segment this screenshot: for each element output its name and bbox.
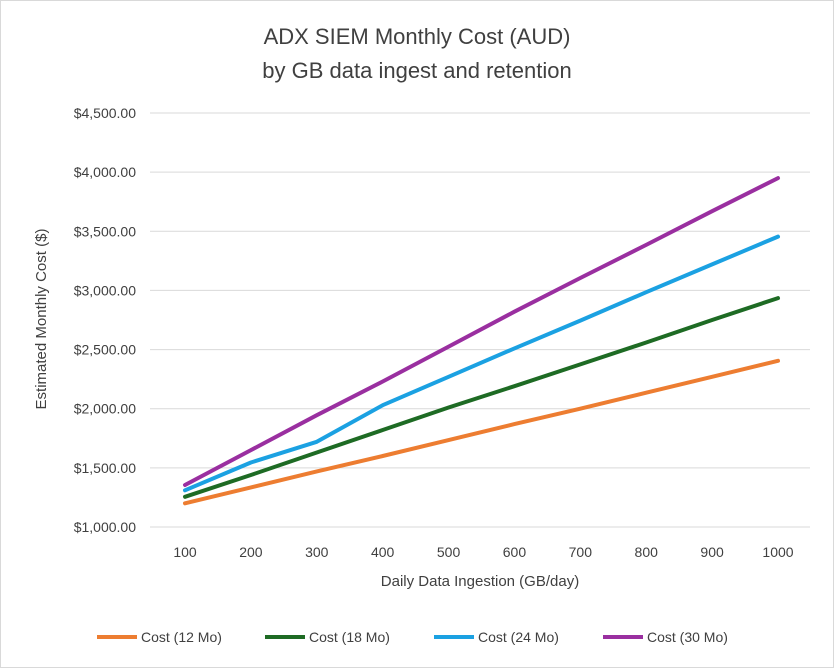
legend: Cost (12 Mo) Cost (18 Mo) Cost (24 Mo) Cost…: [97, 629, 728, 645]
legend-label: Cost (18 Mo): [309, 629, 390, 645]
y-axis-label: Estimated Monthly Cost ($): [33, 229, 50, 410]
legend-label: Cost (24 Mo): [478, 629, 559, 645]
x-tick-label: 700: [569, 544, 593, 560]
x-tick-label: 1000: [762, 544, 793, 560]
x-axis-label: Daily Data Ingestion (GB/day): [381, 573, 579, 590]
x-tick-label: 900: [700, 544, 724, 560]
series-line: [183, 358, 780, 506]
x-tick-label: 500: [437, 544, 461, 560]
chart-subtitle: by GB data ingest and retention: [262, 58, 571, 83]
x-tick-label: 300: [305, 544, 329, 560]
x-tick-label: 600: [503, 544, 527, 560]
chart-title: ADX SIEM Monthly Cost (AUD): [264, 24, 571, 49]
y-tick-label: $1,500.00: [74, 460, 136, 476]
series-line: [183, 176, 780, 487]
x-tick-label: 200: [239, 544, 263, 560]
y-tick-label: $2,500.00: [74, 342, 136, 358]
series-line: [183, 234, 780, 493]
x-axis-ticks: 100 200 300 400 500 600 700 800 900 1000: [173, 544, 793, 560]
y-axis-ticks: $1,000.00 $1,500.00 $2,000.00 $2,500.00 $3,0…: [74, 105, 136, 535]
x-tick-label: 800: [635, 544, 659, 560]
y-tick-label: $3,000.00: [74, 282, 136, 298]
y-tick-label: $1,000.00: [74, 519, 136, 535]
y-tick-label: $4,500.00: [74, 105, 136, 121]
series-line: [183, 296, 780, 499]
gridlines: [150, 112, 810, 528]
x-tick-label: 400: [371, 544, 395, 560]
legend-label: Cost (30 Mo): [647, 629, 728, 645]
y-tick-label: $2,000.00: [74, 401, 136, 417]
legend-label: Cost (12 Mo): [141, 629, 222, 645]
y-tick-label: $3,500.00: [74, 223, 136, 239]
y-tick-label: $4,000.00: [74, 164, 136, 180]
x-tick-label: 100: [173, 544, 197, 560]
series-lines: [183, 176, 780, 506]
